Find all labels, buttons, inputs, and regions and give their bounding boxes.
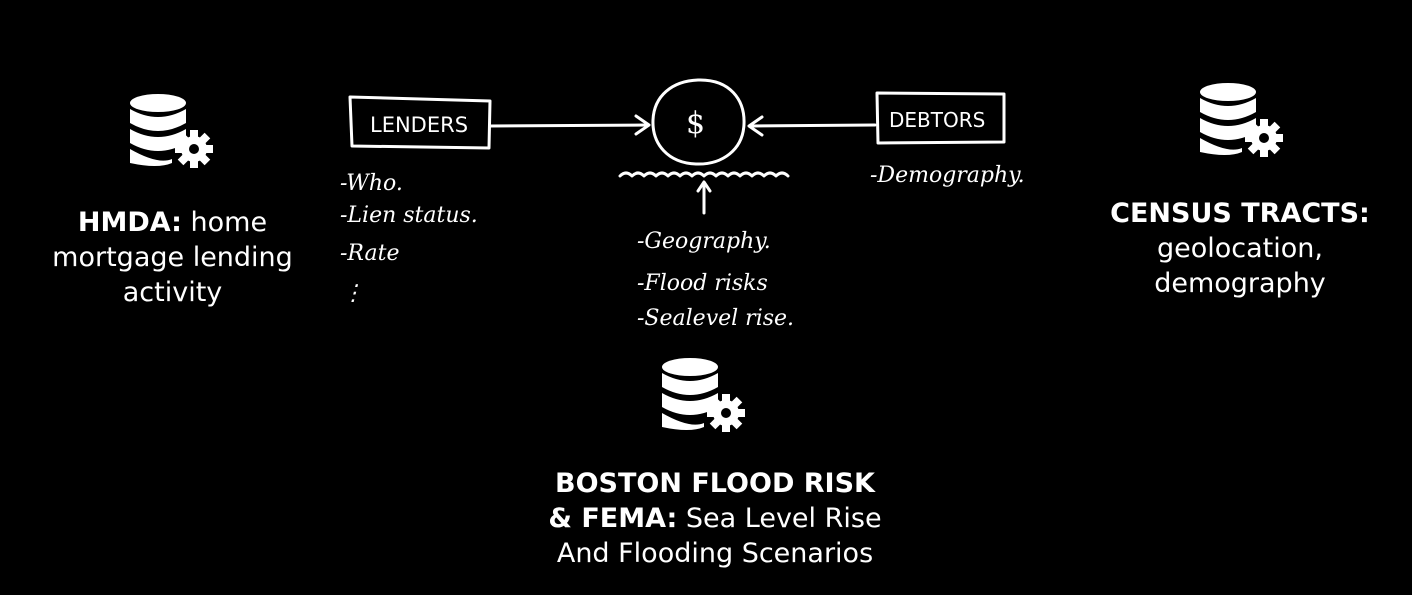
boston-database-icon — [662, 358, 745, 432]
hmda-desc-1: home — [181, 207, 268, 238]
census-label: CENSUS TRACTS: geolocation, demography — [1090, 196, 1390, 301]
arrow-debtors — [748, 123, 877, 128]
hmda-desc-3: activity — [122, 277, 223, 308]
arrow-lenders — [488, 123, 650, 128]
center-note-3: -Sealevel rise. — [637, 306, 794, 331]
lenders-note-4: ⋮ — [342, 281, 364, 306]
census-title: CENSUS TRACTS: — [1110, 198, 1370, 229]
center-note-2: -Flood risks — [637, 271, 768, 296]
debtors-text: DEBTORS — [889, 108, 985, 132]
hmda-database-icon — [130, 94, 213, 168]
hmda-title: HMDA: — [77, 207, 182, 238]
boston-desc-3: And Flooding Scenarios — [556, 538, 874, 569]
census-desc-1: geolocation, — [1157, 233, 1323, 264]
debtors-box — [875, 91, 1006, 145]
lenders-note-3: -Rate — [340, 241, 399, 266]
lenders-note-2: -Lien status. — [340, 203, 478, 228]
boston-desc-2: Sea Level Rise — [677, 503, 882, 534]
hmda-label: HMDA: home mortgage lending activity — [30, 205, 315, 310]
boston-label: BOSTON FLOOD RISK & FEMA: Sea Level Rise… — [500, 466, 930, 571]
census-desc-2: demography — [1154, 268, 1326, 299]
center-symbol: $ — [686, 106, 705, 141]
lenders-box — [348, 95, 492, 150]
center-note-1: -Geography. — [637, 229, 771, 254]
boston-title-1: BOSTON FLOOD RISK — [555, 468, 875, 499]
hmda-desc-2: mortgage lending — [52, 242, 293, 273]
census-database-icon — [1200, 83, 1283, 157]
lenders-text: LENDERS — [370, 113, 468, 137]
debtors-note-1: -Demography. — [870, 163, 1025, 188]
center-circle — [651, 78, 746, 166]
lenders-note-1: -Who. — [340, 171, 403, 196]
water-wave — [618, 171, 790, 178]
boston-title-2: & FEMA: — [548, 503, 678, 534]
